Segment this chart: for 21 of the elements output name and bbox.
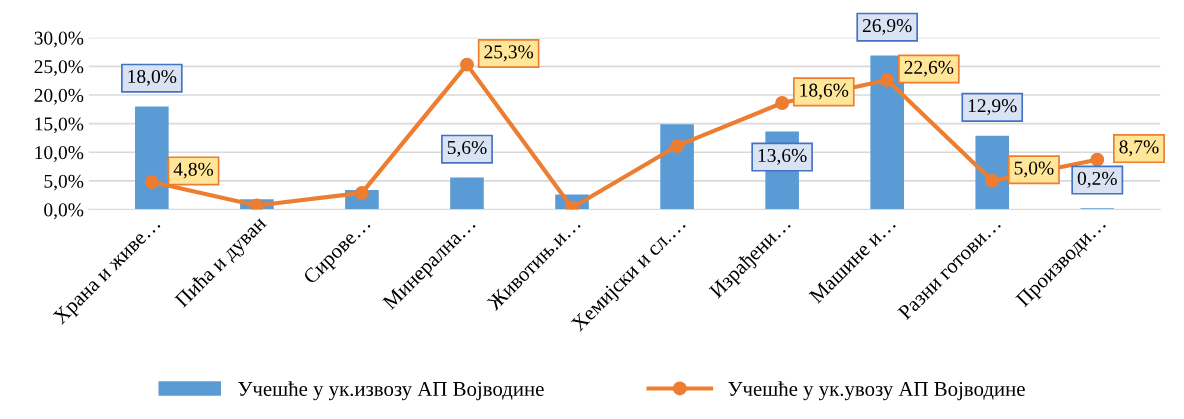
data-label: 12,9% <box>968 99 1017 116</box>
y-tick-label: 30,0% <box>34 31 84 48</box>
y-tick-label: 10,0% <box>35 146 84 162</box>
y-tick-label: 0,0% <box>44 203 84 220</box>
legend-label: Учешће у ук.увозу АП Војводине <box>728 381 1025 401</box>
y-tick-label: 5,0% <box>44 174 84 191</box>
data-label: 26,9% <box>862 18 912 35</box>
y-tick-label: 20,0% <box>34 88 84 105</box>
data-label: 0,2% <box>1077 171 1117 188</box>
data-label: 18,6% <box>800 83 849 100</box>
legend-label: Учешће у ук.извозу АП Војводине <box>238 381 544 401</box>
data-label: 18,0% <box>128 69 177 86</box>
data-label: 5,6% <box>447 140 487 157</box>
data-label: 8,7% <box>1119 140 1159 157</box>
data-label: 4,8% <box>173 162 214 179</box>
data-label: 5,0% <box>1014 161 1054 178</box>
y-tick-label: 25,0% <box>34 60 84 77</box>
data-label: 13,6% <box>758 148 807 165</box>
data-label: 22,6% <box>904 60 954 77</box>
y-tick-label: 15,0% <box>35 117 84 134</box>
data-label: 25,3% <box>484 45 534 62</box>
